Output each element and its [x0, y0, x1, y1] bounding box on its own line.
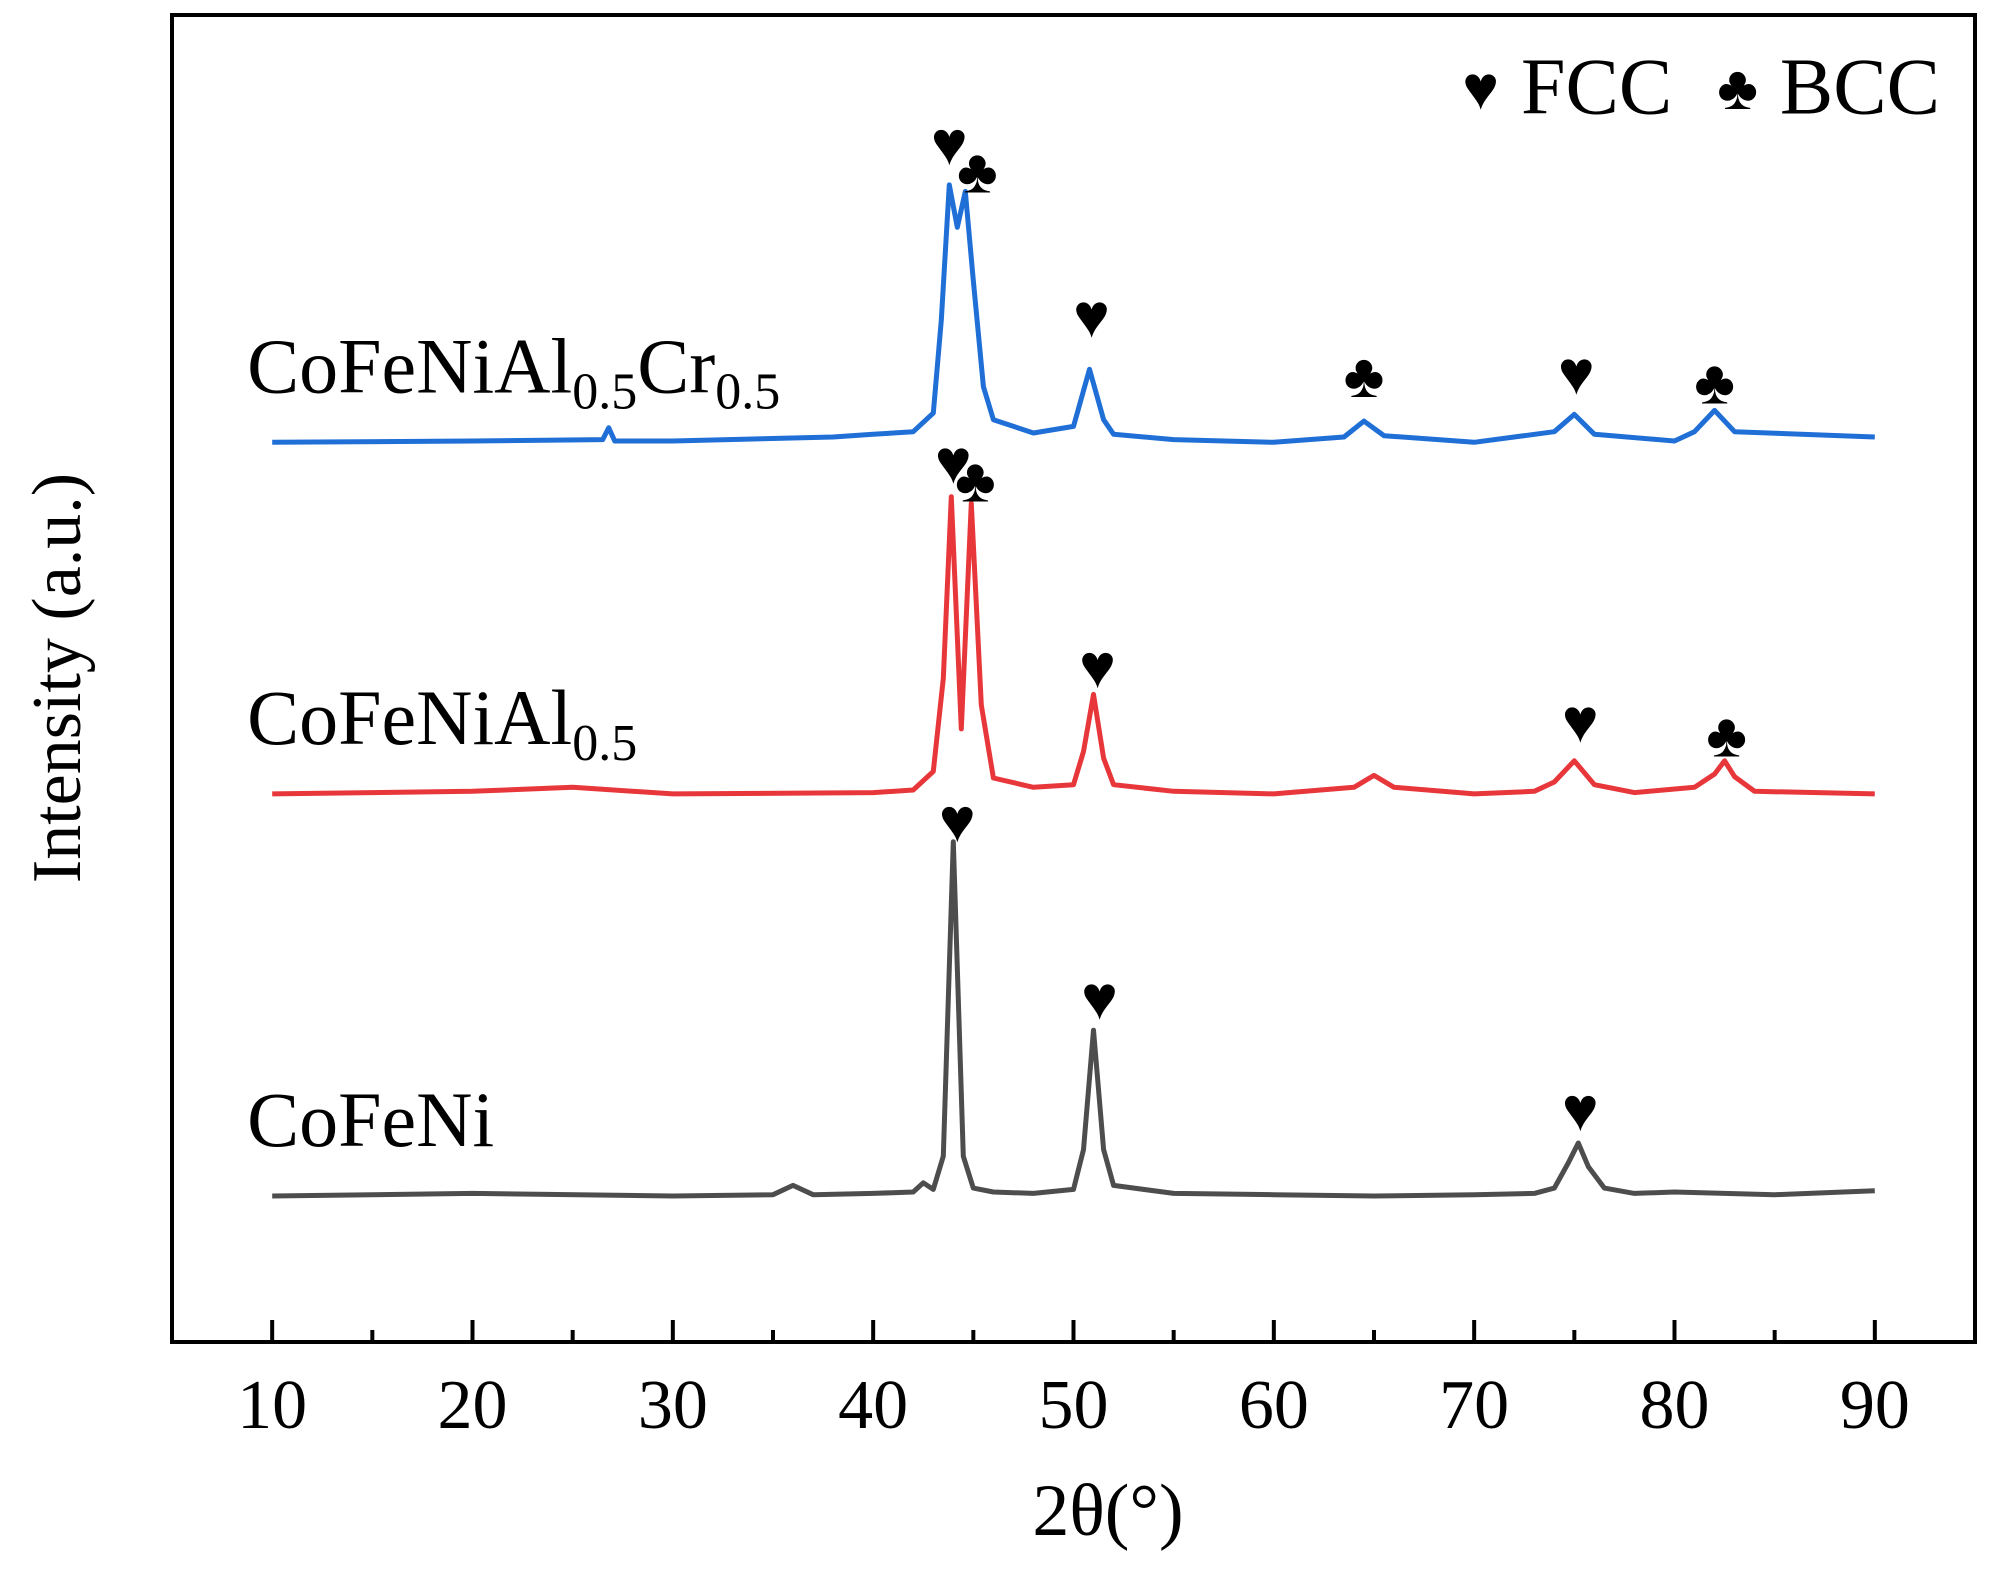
phase-marker: ♥ [1073, 283, 1110, 351]
phase-marker: ♥ [935, 429, 972, 497]
x-tick-label: 70 [1439, 1367, 1509, 1444]
x-tick-label: 30 [638, 1367, 708, 1444]
x-tick-label: 20 [438, 1367, 508, 1444]
x-tick-label: 10 [237, 1367, 307, 1444]
series-label: CoFeNiAl0.5 [247, 674, 637, 772]
x-tick-label: 80 [1640, 1367, 1710, 1444]
legend-label: BCC [1780, 43, 1940, 131]
y-axis-label: Intensity (a.u.) [19, 473, 96, 883]
phase-marker: ♥ [1079, 633, 1116, 701]
legend-symbol: ♥ [1462, 55, 1499, 123]
series-line [272, 494, 1875, 797]
series-label: CoFeNiAl0.5Cr0.5 [247, 322, 780, 420]
phase-marker: ♣ [1694, 349, 1735, 417]
phase-marker: ♥ [931, 111, 968, 179]
x-tick-label: 90 [1840, 1367, 1910, 1444]
series-line [272, 839, 1875, 1199]
x-tick-label: 60 [1239, 1367, 1309, 1444]
phase-marker: ♥ [1558, 340, 1595, 408]
phase-marker: ♥ [939, 787, 976, 855]
phase-marker: ♥ [1562, 688, 1599, 756]
phase-marker: ♣ [955, 448, 996, 516]
phase-marker: ♣ [1344, 343, 1385, 411]
phase-marker: ♣ [957, 138, 998, 206]
legend-label: FCC [1521, 43, 1672, 131]
x-tick-label: 40 [838, 1367, 908, 1444]
series-label: CoFeNi [247, 1076, 494, 1163]
series-line [272, 182, 1875, 445]
legend-symbol: ♣ [1717, 55, 1758, 123]
phase-marker: ♣ [1706, 702, 1747, 770]
x-tick-label: 50 [1039, 1367, 1109, 1444]
phase-marker: ♥ [1562, 1077, 1599, 1145]
x-axis-label: 2θ(°) [1032, 1470, 1183, 1552]
phase-marker: ♥ [1081, 965, 1118, 1033]
